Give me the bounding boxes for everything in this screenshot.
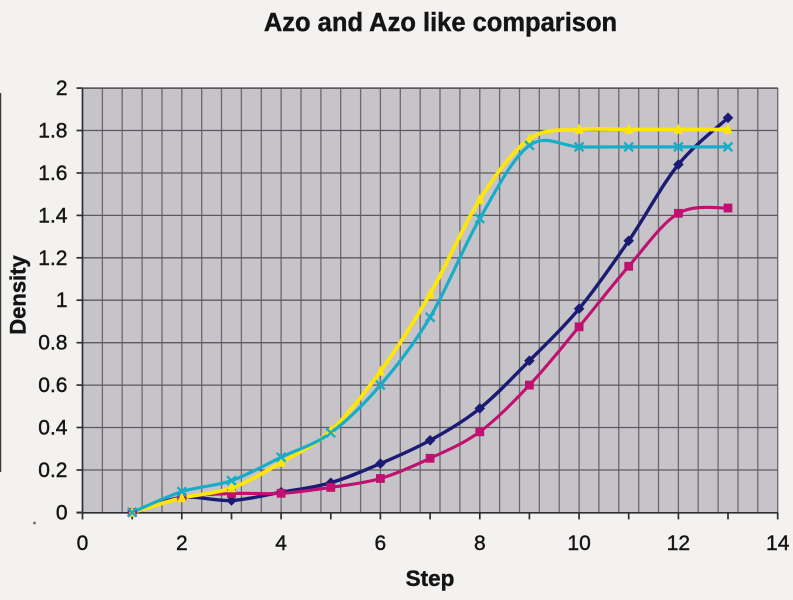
svg-text:8: 8 [474,532,486,555]
svg-text:4: 4 [275,532,287,555]
svg-text:2: 2 [56,77,68,100]
svg-text:0: 0 [56,501,68,524]
svg-text:0.2: 0.2 [38,459,67,482]
svg-text:1.8: 1.8 [38,120,67,143]
svg-text:12: 12 [667,532,690,555]
svg-text:Density: Density [6,255,31,335]
svg-text:1.6: 1.6 [38,162,67,185]
svg-text:14: 14 [766,532,790,555]
svg-text:Step: Step [406,566,455,591]
svg-text:1: 1 [56,289,68,312]
svg-text:Azo and Azo like comparison: Azo and Azo like comparison [264,9,617,37]
svg-text:0.8: 0.8 [38,332,67,355]
svg-text:1.4: 1.4 [38,204,68,227]
svg-text:0.4: 0.4 [38,417,68,440]
svg-text:6: 6 [375,532,387,555]
svg-text:10: 10 [567,532,590,555]
svg-text:0.6: 0.6 [38,374,67,397]
svg-text:0: 0 [77,532,89,555]
svg-text:1.2: 1.2 [38,247,67,270]
svg-text:2: 2 [176,532,188,555]
